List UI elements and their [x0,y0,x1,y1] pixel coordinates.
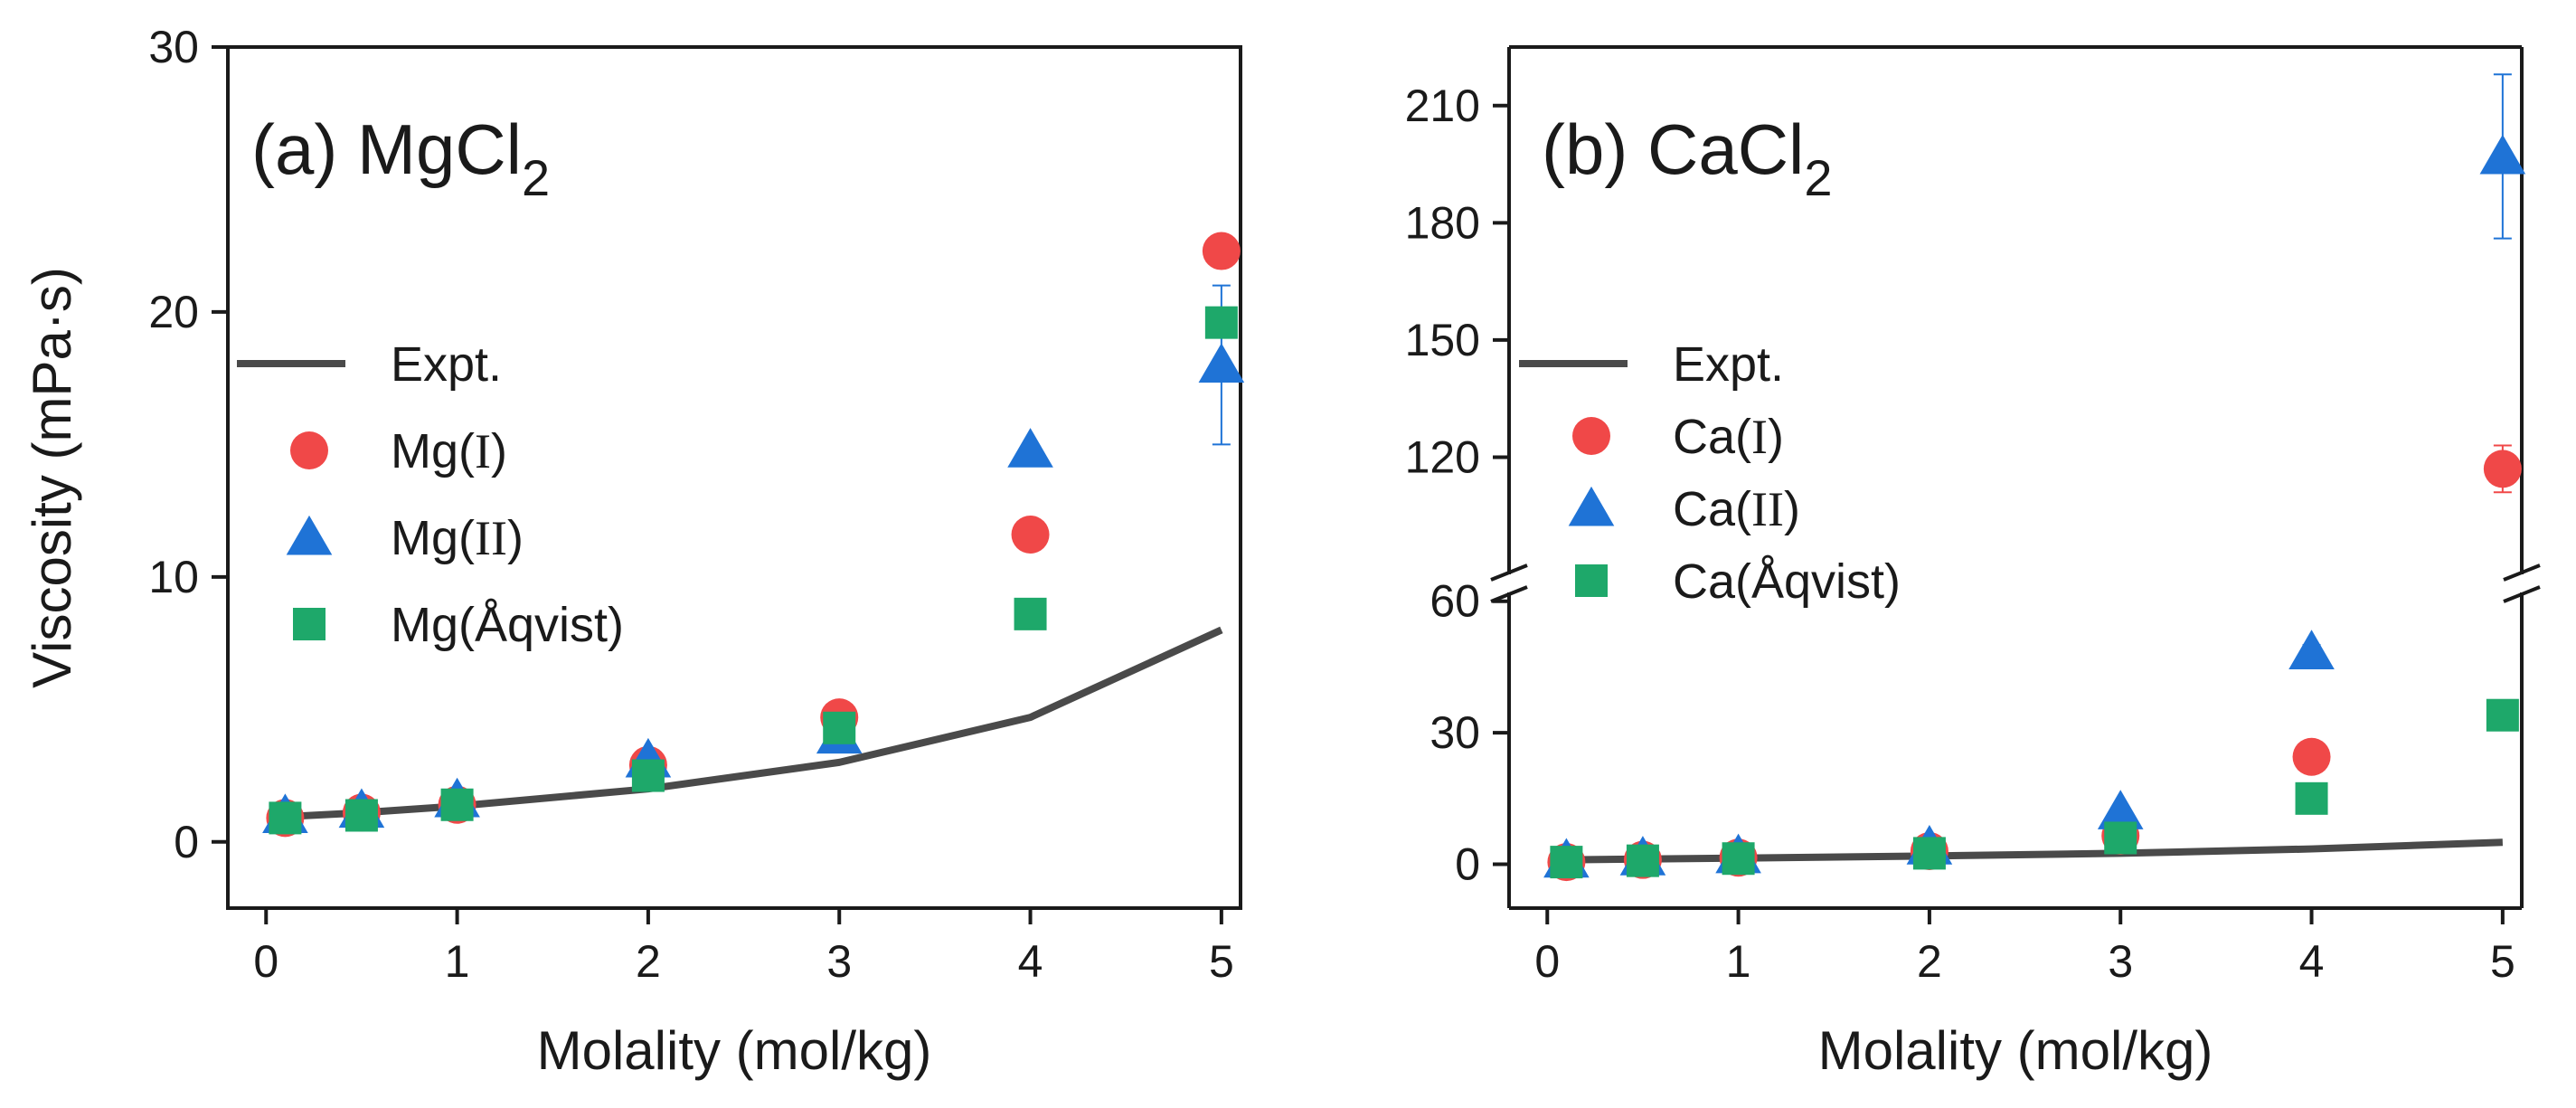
x-tick-label: 5 [1209,936,1234,987]
point-ii [2288,630,2335,669]
panel-a-ticks: 0 1 2 3 4 5 0 10 20 30 [148,22,1233,987]
legend-label-expt: Expt. [1673,337,1784,392]
y-tick-label: 150 [1405,315,1480,365]
point-i [2483,450,2522,488]
y-tick-label: 180 [1405,197,1480,248]
point-aqvist [440,788,474,821]
panel-b-xlabel: Molality (mol/kg) [1818,1020,2213,1081]
x-tick-label: 1 [1726,936,1751,987]
legend-label-ii: Ca(II) [1673,482,1800,536]
legend-marker-ii [286,515,333,555]
point-aqvist [823,711,856,744]
point-i [1202,232,1241,270]
panel-b-legend: Expt. Ca(I) Ca(II) Ca(Åqvist) [1519,337,1901,609]
point-aqvist [269,801,302,835]
point-aqvist [631,759,665,792]
x-tick-label: 2 [1917,936,1942,987]
axis-break-mark [2503,563,2541,582]
point-aqvist [1912,837,1946,870]
legend-label-aqvist: Ca(Åqvist) [1673,554,1901,609]
panel-a-legend: Expt. Mg(I) Mg(II) Mg(Åqvist) [237,337,624,652]
legend-label-ii: Mg(II) [391,511,524,565]
panel-a-xlabel: Molality (mol/kg) [537,1020,932,1081]
point-aqvist [2295,781,2328,815]
panel-b-frame [1490,45,2541,910]
point-aqvist [2104,821,2137,855]
y-tick-label: 120 [1405,431,1480,482]
y-tick-label: 210 [1405,80,1480,131]
y-tick-label: 30 [148,22,199,72]
legend-marker-ii [1568,486,1615,526]
panel-a-plot-area [262,232,1245,838]
legend-label-i: Mg(I) [391,424,507,478]
point-ii [2479,134,2526,175]
point-ii [2097,790,2144,829]
panel-b-plot-area [1543,73,2526,882]
y-tick-label: 0 [1455,839,1480,890]
legend-marker-aqvist [293,608,326,640]
axis-break-mark [1490,585,1528,603]
x-tick-label: 4 [1018,936,1043,987]
x-tick-label: 3 [2108,936,2133,987]
legend-marker-i [290,431,328,469]
expt-line [1566,838,2504,864]
legend-label-i: Ca(I) [1673,410,1784,464]
legend-label-expt: Expt. [391,337,502,392]
point-ii [1198,343,1245,384]
x-tick-label: 5 [2490,936,2515,987]
panel-b: 0 1 2 3 4 5 0 30 60 120 150 180 210 (b) CaCl2 Molali… [1405,45,2541,1081]
y-tick-label: 60 [1430,576,1480,627]
x-tick-label: 4 [2299,936,2325,987]
panel-a: 0 1 2 3 4 5 0 10 20 30 (a) MgCl2 Viscosity (mPa·s… [22,22,1245,1081]
point-ii [1007,428,1053,468]
legend-label-aqvist: Mg(Åqvist) [391,598,624,652]
point-aqvist [344,799,378,832]
legend-marker-aqvist [1575,564,1608,597]
axis-break-mark [2503,585,2541,603]
y-tick-label: 20 [148,287,199,337]
point-aqvist [1550,846,1583,879]
panel-a-title: (a) MgCl2 [251,109,550,206]
y-tick-label: 10 [148,552,199,602]
x-tick-label: 0 [1534,936,1560,987]
y-tick-label: 30 [1430,707,1480,758]
point-aqvist [1722,842,1755,876]
point-i [1011,515,1050,554]
expt-line [285,626,1223,820]
point-aqvist [2486,698,2519,732]
panel-a-ylabel: Viscosity (mPa·s) [22,267,82,688]
axis-break-mark [1490,563,1528,582]
x-tick-label: 0 [253,936,278,987]
x-tick-label: 2 [636,936,661,987]
point-aqvist [1204,306,1238,339]
legend-marker-i [1572,417,1610,455]
point-i [2292,737,2331,776]
panel-b-title: (b) CaCl2 [1542,109,1833,206]
point-aqvist [1626,844,1659,877]
x-tick-label: 1 [445,936,470,987]
y-tick-label: 0 [174,817,199,867]
panel-b-ticks: 0 1 2 3 4 5 0 30 60 120 150 180 210 [1405,80,2515,987]
x-tick-label: 3 [826,936,852,987]
point-aqvist [1014,597,1047,630]
panel-a-frame [226,45,1242,910]
